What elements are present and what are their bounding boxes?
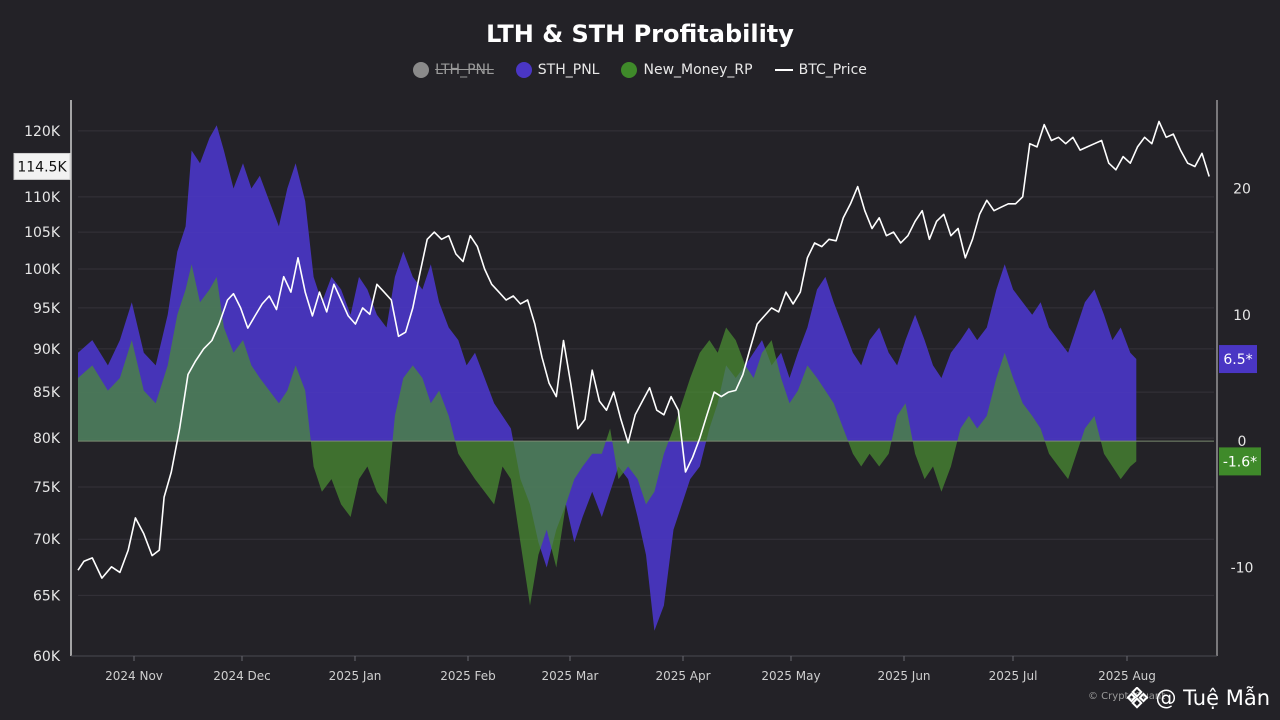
- left-tick-label: 75K: [33, 480, 61, 496]
- right-tick-label: 10: [1233, 308, 1251, 324]
- new-money-value-label: -1.6*: [1223, 454, 1257, 470]
- legend-item-sth-pnl[interactable]: STH_PNL: [515, 62, 600, 78]
- right-tick-label: 0: [1238, 434, 1247, 450]
- x-tick-label: 2025 Jun: [877, 669, 930, 683]
- left-tick-label: 95K: [33, 301, 61, 317]
- x-tick-label: 2025 Apr: [655, 669, 710, 683]
- left-tick-label: 100K: [24, 262, 61, 278]
- left-tick-label: 85K: [33, 385, 61, 401]
- chart-legend: LTH_PNL STH_PNL New_Money_RP BTC_Price: [0, 62, 1280, 78]
- left-tick-label: 120K: [24, 124, 61, 140]
- x-tick-label: 2025 Jan: [329, 669, 382, 683]
- x-tick-label: 2025 Aug: [1098, 669, 1156, 683]
- x-tick-label: 2025 Jul: [989, 669, 1038, 683]
- diamond-logo-icon: [1127, 687, 1149, 709]
- btc-price-line: [77, 120, 1210, 579]
- current-price-label: 114.5K: [17, 159, 67, 175]
- chart-axes: [70, 100, 1218, 657]
- btc-price-line-icon: [774, 69, 793, 71]
- x-tick-label: 2024 Dec: [213, 669, 271, 683]
- axis-labels: 120K 110K 105K 100K 95K 90K 85K 80K 75K 70K 65K 60K…: [13, 124, 1261, 683]
- left-tick-label: 105K: [24, 225, 61, 241]
- x-tick-label: 2025 Feb: [440, 669, 496, 683]
- right-tick-label: -10: [1231, 561, 1254, 577]
- sth-pnl-swatch-icon: [515, 62, 532, 78]
- chart-title: LTH & STH Profitability: [486, 20, 794, 48]
- new-money-rp-swatch-icon: [621, 62, 638, 78]
- left-tick-label: 110K: [24, 190, 61, 206]
- left-tick-label: 65K: [33, 588, 61, 604]
- x-tick-label: 2025 May: [761, 669, 820, 683]
- right-tick-label: 20: [1233, 181, 1251, 197]
- new-money-value-box: [1219, 447, 1261, 476]
- legend-item-new-money-rp[interactable]: New_Money_RP: [621, 62, 753, 78]
- legend-label-new-money-rp: New_Money_RP: [643, 62, 753, 78]
- series-areas: [78, 125, 1214, 631]
- left-tick-label: 60K: [33, 649, 61, 665]
- lth-pnl-swatch-icon: [413, 62, 430, 78]
- left-tick-label: 90K: [33, 342, 61, 358]
- left-tick-label: 70K: [33, 532, 61, 548]
- btc-price-series: [77, 120, 1210, 579]
- legend-label-sth-pnl: STH_PNL: [537, 62, 600, 78]
- legend-label-btc-price: BTC_Price: [798, 62, 867, 78]
- chart-credit: © CryptoQuant All Rights Reserved: [1088, 691, 1168, 702]
- author-watermark: @ Tuệ Mẫn: [1127, 686, 1270, 710]
- x-tick-label: 2025 Mar: [542, 669, 599, 683]
- new-money-rp-area: [78, 264, 1137, 606]
- watermark-text: @ Tuệ Mẫn: [1155, 686, 1270, 710]
- current-price-box: [13, 152, 71, 180]
- sth-value-label: 6.5*: [1223, 352, 1252, 368]
- left-tick-label: 80K: [33, 431, 61, 447]
- legend-item-lth-pnl[interactable]: LTH_PNL: [413, 62, 494, 78]
- sth-value-box: [1219, 345, 1257, 374]
- legend-label-lth-pnl: LTH_PNL: [435, 62, 494, 78]
- x-tick-label: 2024 Nov: [105, 669, 163, 683]
- sth-pnl-area: [78, 125, 1137, 631]
- legend-item-btc-price[interactable]: BTC_Price: [774, 62, 867, 78]
